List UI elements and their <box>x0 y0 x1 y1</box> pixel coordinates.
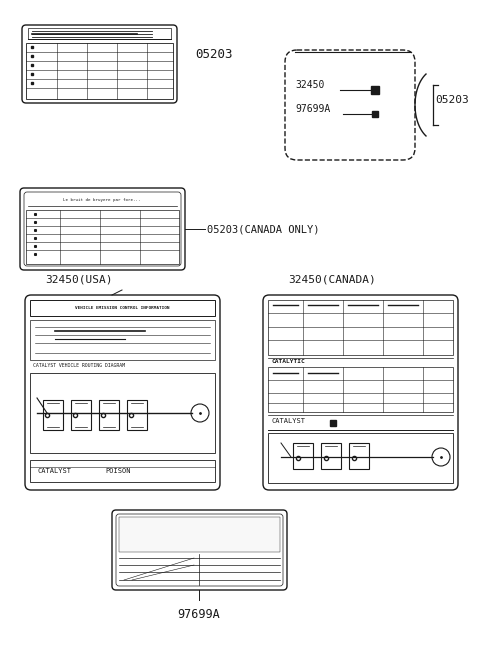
Bar <box>30 300 215 316</box>
Text: 32450: 32450 <box>295 80 324 90</box>
Bar <box>268 300 453 355</box>
Text: 05203: 05203 <box>435 95 469 105</box>
Text: Le bruit de bruyere par fore...: Le bruit de bruyere par fore... <box>63 198 141 202</box>
Text: 97699A: 97699A <box>295 104 330 114</box>
Text: CATALYST VEHICLE ROUTING DIAGRAM: CATALYST VEHICLE ROUTING DIAGRAM <box>33 363 125 368</box>
Text: 32450(CANADA): 32450(CANADA) <box>288 275 376 285</box>
Bar <box>30 320 215 360</box>
Bar <box>127 400 147 430</box>
Bar <box>119 517 280 552</box>
Bar <box>28 28 171 39</box>
Text: CATALYST: CATALYST <box>271 418 305 424</box>
Bar <box>321 443 341 469</box>
Bar <box>349 443 369 469</box>
Text: POISON: POISON <box>105 468 131 474</box>
Bar <box>26 210 179 264</box>
Text: 05203: 05203 <box>195 49 232 62</box>
Bar <box>43 400 63 430</box>
Bar <box>71 400 91 430</box>
Bar <box>268 367 453 412</box>
Bar <box>26 43 173 99</box>
Bar <box>30 460 215 482</box>
Text: 32450(USA): 32450(USA) <box>45 275 112 285</box>
Text: 05203(CANADA ONLY): 05203(CANADA ONLY) <box>207 224 320 234</box>
Text: 97699A: 97699A <box>178 608 220 621</box>
Text: VEHICLE EMISSION CONTROL INFORMATION: VEHICLE EMISSION CONTROL INFORMATION <box>75 306 169 310</box>
Bar <box>268 433 453 483</box>
Text: CATALYST: CATALYST <box>37 468 71 474</box>
Text: CATALYTIC: CATALYTIC <box>271 359 305 364</box>
Bar <box>293 443 313 469</box>
Bar <box>30 373 215 453</box>
Bar <box>99 400 119 430</box>
